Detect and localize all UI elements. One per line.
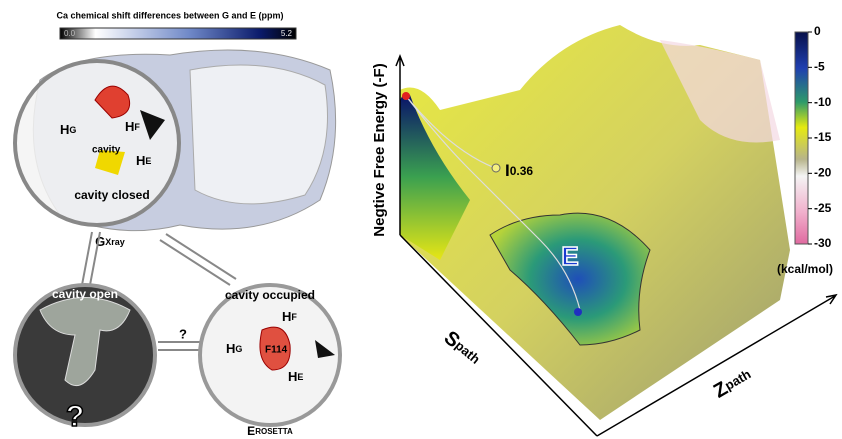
residue-label: F114	[265, 345, 288, 356]
s-axis-title: Spath	[439, 327, 484, 370]
colorbar-tick-label: 0	[814, 24, 821, 38]
scale-max: 5.2	[281, 29, 293, 38]
state-label: E	[561, 241, 578, 271]
helix-label: HF	[125, 119, 140, 134]
caption: cavity occupied	[225, 288, 315, 302]
colorbar-tick-label: -5	[814, 60, 825, 74]
scale-title: Ca chemical shift differences between G …	[56, 10, 283, 20]
start-point	[402, 92, 410, 100]
colorbar-unit: (kcal/mol)	[777, 262, 833, 276]
scale-bar	[60, 28, 296, 39]
helix-label: HF	[282, 309, 297, 324]
helix-label: HE	[288, 369, 303, 384]
helix-label: HG	[60, 122, 76, 137]
protein-surface-light	[190, 65, 328, 204]
caption: cavity closed	[74, 188, 149, 202]
caption: cavity open	[52, 287, 118, 301]
cavity-label: cavity	[92, 145, 121, 156]
colorbar-tick-label: -25	[814, 201, 832, 215]
state-label: EROSETTA	[247, 424, 293, 438]
colorbar-tick-label: -30	[814, 236, 832, 250]
colorbar	[795, 32, 808, 244]
colorbar-tick-label: -20	[814, 166, 832, 180]
intermediate-label: I0.36	[505, 161, 533, 180]
intermediate-point	[492, 164, 500, 172]
helix-label: HE	[136, 153, 151, 168]
scale-min: 0.0	[64, 29, 76, 38]
e-point	[574, 308, 582, 316]
y-axis-title: Negtive Free Energy (-F)	[371, 63, 388, 236]
figure: Ca chemical shift differences between G …	[0, 0, 842, 439]
helix-label: HG	[226, 341, 242, 356]
question-mark: ?	[66, 400, 84, 433]
z-axis-title: Zpath	[710, 364, 755, 403]
question-mark: ?	[179, 326, 187, 341]
colorbar-tick-label: -10	[814, 95, 832, 109]
colorbar-tick-label: -15	[814, 130, 832, 144]
